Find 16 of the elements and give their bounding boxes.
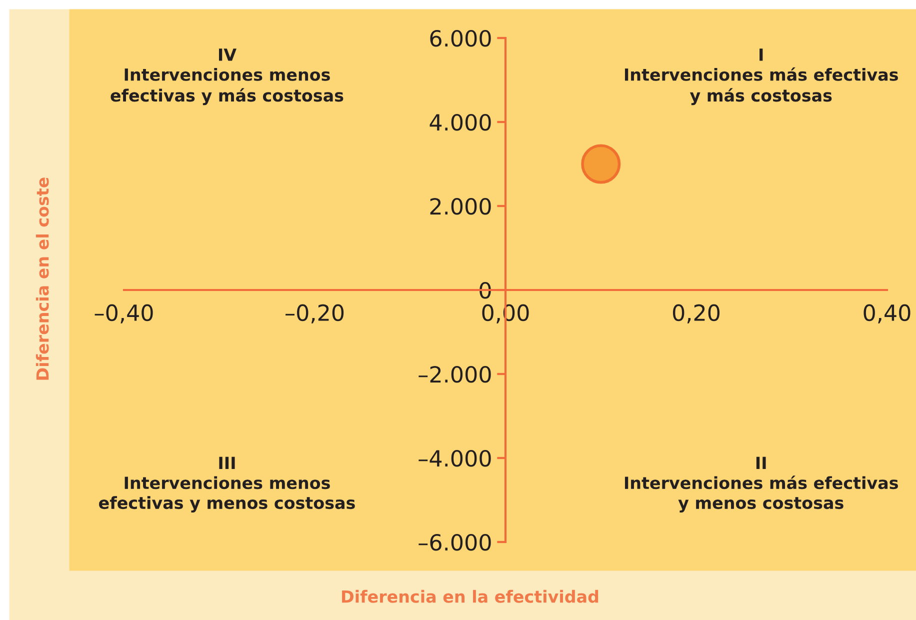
y-tick-label: –6.000 [418,534,491,551]
y-tick-label: 2.000 [430,198,491,215]
x-tick-label: 0,20 [672,304,720,324]
annotation: III Intervenciones menos efectivas y menos costosas [99,456,355,512]
annotation: IV Intervenciones menos efectivas y más costosas [110,48,344,106]
annotation: II Intervenciones más efectivas y menos costosas [624,456,898,512]
y-tick-label: 4.000 [430,114,491,131]
y-tick-label: –4.000 [418,450,491,467]
y-tick-label: 6.000 [430,30,491,47]
x-axis-title: Diferencia en la efectividad [342,590,598,603]
annotation: I Intervenciones más efectivas y más costosas [624,48,898,106]
y-axis-title: Diferencia en el coste [36,178,49,380]
x-tick-label: –0,40 [94,304,153,324]
x-tick-label: –0,20 [286,304,344,324]
x-tick-label: 0,40 [864,304,910,324]
y-tick-label: –2.000 [418,366,491,383]
